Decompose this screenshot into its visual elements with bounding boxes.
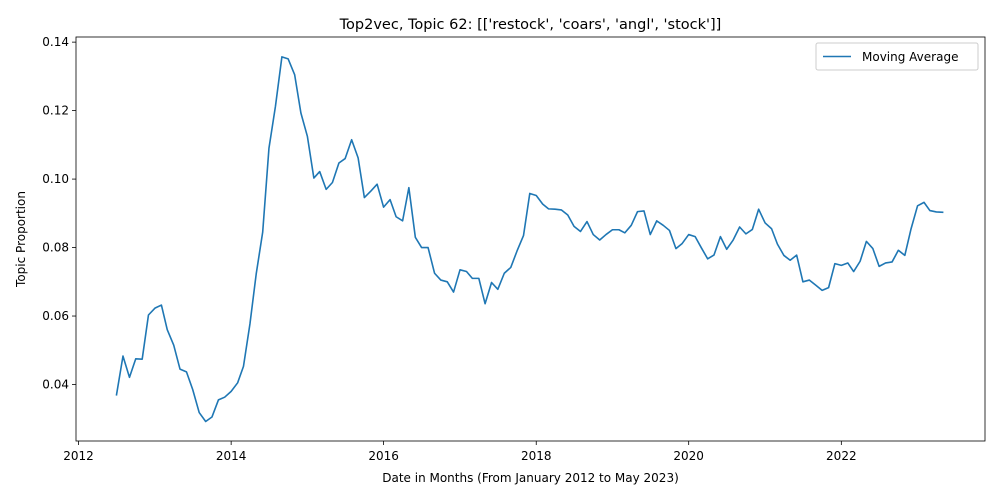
chart-title: Top2vec, Topic 62: [['restock', 'coars',… [339, 17, 722, 33]
y-tick-label: 0.12 [42, 104, 69, 118]
x-tick-label: 2014 [216, 449, 247, 463]
y-tick-label: 0.06 [42, 309, 69, 323]
x-tick-label: 2020 [673, 449, 704, 463]
y-axis-ticks: 0.04 0.06 0.08 0.10 0.12 0.14 [42, 35, 76, 392]
y-tick-label: 0.08 [42, 241, 69, 255]
y-tick-label: 0.04 [42, 378, 69, 392]
x-tick-label: 2018 [521, 449, 552, 463]
legend: Moving Average [815, 42, 979, 71]
y-axis-label: Topic Proportion [14, 191, 28, 288]
x-tick-label: 2016 [368, 449, 399, 463]
x-axis-label: Date in Months (From January 2012 to May… [382, 471, 679, 485]
series-line-moving-average [115, 56, 944, 423]
legend-label: Moving Average [862, 50, 958, 64]
legend-box [815, 42, 979, 71]
y-tick-label: 0.14 [42, 35, 69, 49]
y-tick-label: 0.10 [42, 172, 69, 186]
x-tick-label: 2012 [63, 449, 94, 463]
x-tick-label: 2022 [826, 449, 857, 463]
x-axis-ticks: 2012 2014 2016 2018 2020 2022 [63, 441, 857, 463]
plot-frame [75, 36, 986, 442]
